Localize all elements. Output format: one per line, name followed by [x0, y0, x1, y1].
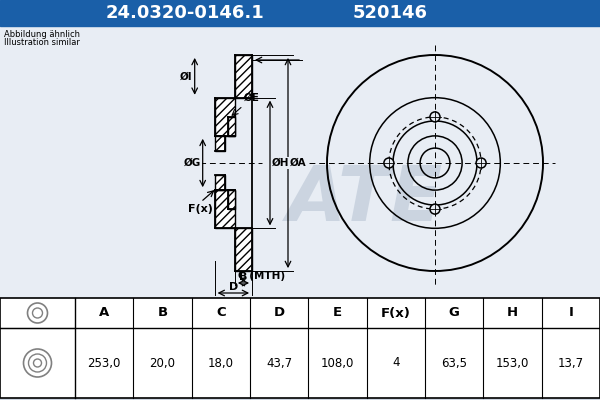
Circle shape	[476, 158, 486, 168]
Text: ØA: ØA	[290, 158, 307, 168]
Text: D: D	[274, 306, 285, 320]
Polygon shape	[215, 98, 235, 136]
Polygon shape	[235, 55, 252, 98]
Text: D: D	[229, 282, 238, 292]
Text: 43,7: 43,7	[266, 356, 292, 370]
Polygon shape	[215, 175, 224, 190]
Text: 253,0: 253,0	[88, 356, 121, 370]
Circle shape	[430, 112, 440, 122]
Text: 108,0: 108,0	[321, 356, 354, 370]
Polygon shape	[228, 190, 235, 209]
Circle shape	[430, 204, 440, 214]
Text: 520146: 520146	[353, 4, 427, 22]
Text: 4: 4	[392, 356, 400, 370]
Text: 18,0: 18,0	[208, 356, 234, 370]
Text: B: B	[239, 272, 248, 282]
Bar	[0, 0, 600, 26]
Text: ØH: ØH	[272, 158, 290, 168]
Text: H: H	[507, 306, 518, 320]
Text: Abbildung ähnlich: Abbildung ähnlich	[4, 30, 80, 39]
Text: B: B	[157, 306, 167, 320]
Bar	[0, 298, 600, 398]
Text: ØG: ØG	[184, 158, 200, 168]
Text: E: E	[333, 306, 342, 320]
Text: ØE: ØE	[244, 93, 260, 103]
Polygon shape	[215, 136, 224, 151]
Polygon shape	[228, 117, 235, 136]
Circle shape	[384, 158, 394, 168]
Text: ØI: ØI	[180, 71, 193, 81]
Polygon shape	[215, 190, 235, 228]
Text: F(x): F(x)	[381, 306, 411, 320]
Text: Illustration similar: Illustration similar	[4, 38, 80, 47]
Text: 153,0: 153,0	[496, 356, 529, 370]
Bar	[0, 26, 600, 298]
Text: 13,7: 13,7	[558, 356, 584, 370]
Text: 24.0320-0146.1: 24.0320-0146.1	[106, 4, 265, 22]
Text: I: I	[568, 306, 573, 320]
Text: A: A	[99, 306, 109, 320]
Text: C (MTH): C (MTH)	[238, 271, 285, 281]
Text: C: C	[216, 306, 226, 320]
Text: 63,5: 63,5	[441, 356, 467, 370]
Text: 20,0: 20,0	[149, 356, 176, 370]
Polygon shape	[235, 228, 252, 271]
Text: G: G	[449, 306, 460, 320]
Text: F(x): F(x)	[188, 204, 213, 214]
Text: ATE: ATE	[287, 163, 443, 237]
